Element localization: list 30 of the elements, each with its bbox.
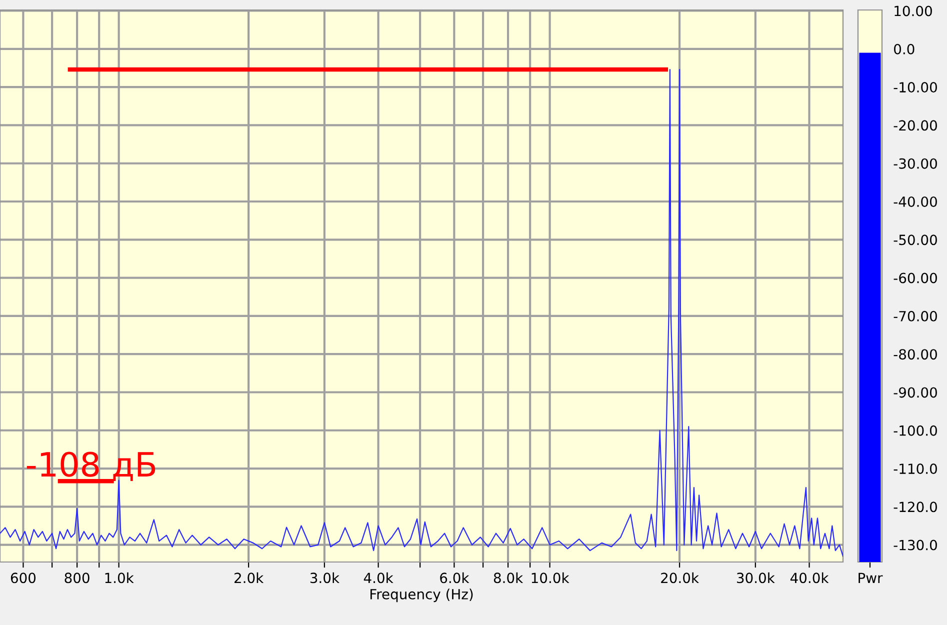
x-tick-label: 600: [10, 572, 36, 584]
x-tick-label: 4.0k: [364, 572, 394, 584]
x-tick-label: Pwr: [858, 572, 883, 583]
y-tick-label: 10.00: [894, 6, 932, 16]
x-tick-label: 20.0k: [661, 572, 699, 584]
x-tick-label: 40.0k: [790, 572, 829, 584]
y-tick-label: -120.0: [894, 502, 937, 512]
y-tick-label: -10.00: [894, 82, 937, 93]
x-tick-label: 2.0k: [234, 572, 264, 584]
y-tick-label: -110.0: [894, 464, 937, 474]
x-tick-label: 30.0k: [736, 572, 775, 584]
x-tick-label: 10.0k: [532, 572, 570, 584]
y-tick-label: -130.0: [894, 540, 937, 550]
x-tick-label: 3.0k: [310, 572, 340, 584]
y-tick-label: -70.00: [894, 310, 937, 322]
y-tick-label: -20.00: [894, 120, 937, 131]
x-tick-label: 800: [64, 572, 90, 584]
x-axis-title: Frequency (Hz): [370, 588, 473, 602]
x-tick-label: 8.0k: [494, 572, 524, 584]
y-tick-label: -90.00: [894, 387, 937, 398]
y-tick-label: -100.0: [894, 425, 937, 436]
y-tick-label: -60.00: [894, 272, 937, 284]
x-tick-label: 6.0k: [440, 572, 470, 584]
x-tick-label: 1.0k: [105, 572, 134, 584]
y-tick-label: -40.00: [894, 196, 937, 207]
y-tick-label: -80.00: [894, 349, 937, 360]
y-tick-label: 0.0: [894, 44, 914, 54]
annotation: -108 дБ: [26, 452, 156, 482]
y-tick-label: -30.00: [894, 158, 937, 169]
y-tick-label: -50.00: [894, 234, 937, 246]
